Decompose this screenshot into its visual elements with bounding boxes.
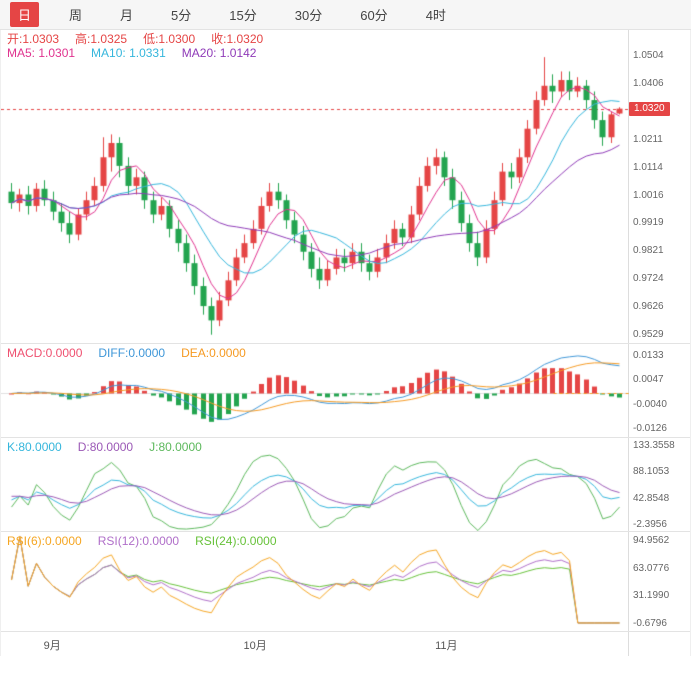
ohlc-legend-value: 收:1.0320: [211, 32, 264, 46]
y-axis-tick: 94.9562: [633, 535, 670, 546]
kdj-panel: K:80.0000 D:80.0000 J:80.0000 133.3558 88.1…: [1, 438, 690, 532]
interval-tab-7[interactable]: 4时: [425, 8, 446, 23]
macd-legend: MACD:0.0000 DIFF:0.0000 DEA:0.0000: [7, 347, 246, 360]
interval-toolbar: 日 周 月 5分 15分 30分 60分 4时: [0, 0, 691, 30]
macd-chart-canvas[interactable]: [1, 344, 629, 437]
y-axis-tick: 0.9919: [633, 217, 664, 229]
price-y-axis: 1.0504 1.0406 1.0211 1.0114 1.0016 0.9919 0.98…: [629, 30, 690, 343]
ma-legend: MA5: 1.0301 MA10: 1.0331 MA20: 1.0142: [7, 47, 256, 60]
ma-legend-value: MA10: 1.0331: [91, 46, 166, 60]
interval-tab-2[interactable]: 月: [120, 8, 134, 23]
interval-tab-1[interactable]: 周: [69, 8, 83, 23]
y-axis-tick: 1.0504: [633, 50, 664, 61]
y-axis-tick: -0.0040: [633, 398, 667, 410]
y-axis-tick: -0.6796: [633, 618, 667, 629]
kdj-legend: K:80.0000 D:80.0000 J:80.0000: [7, 441, 202, 454]
interval-tab-3[interactable]: 5分: [171, 8, 192, 23]
interval-tab-0[interactable]: 日: [10, 2, 40, 27]
macd-plot: MACD:0.0000 DIFF:0.0000 DEA:0.0000: [1, 344, 629, 437]
rsi-plot: RSI(6):0.0000 RSI(12):0.0000 RSI(24):0.000…: [1, 532, 629, 631]
y-axis-tick: 88.1053: [633, 466, 670, 478]
price-panel: 开:1.0303 高:1.0325 低:1.0300 收:1.0320 MA5: 1.…: [1, 30, 690, 344]
x-axis-corner: [629, 632, 690, 656]
chart-container: 开:1.0303 高:1.0325 低:1.0300 收:1.0320 MA5: 1.…: [0, 30, 691, 656]
y-axis-tick: 0.9626: [633, 301, 664, 313]
rsi-legend: RSI(6):0.0000 RSI(12):0.0000 RSI(24):0.000…: [7, 535, 277, 548]
ohlc-legend: 开:1.0303 高:1.0325 低:1.0300 收:1.0320: [7, 33, 263, 46]
kdj-legend-value: J:80.0000: [149, 440, 202, 454]
x-axis-row: 9月 10月 11月: [1, 632, 690, 656]
y-axis-tick: 0.0133: [633, 350, 664, 361]
x-axis-month-label: 11月: [435, 640, 458, 652]
price-plot: 开:1.0303 高:1.0325 低:1.0300 收:1.0320 MA5: 1.…: [1, 30, 629, 343]
kdj-plot: K:80.0000 D:80.0000 J:80.0000: [1, 438, 629, 531]
y-axis-tick: 0.9821: [633, 245, 664, 257]
rsi-y-axis: 94.9562 63.0776 31.1990 -0.6796: [629, 532, 690, 631]
kdj-legend-value: D:80.0000: [77, 440, 134, 454]
y-axis-tick: 1.0211: [633, 133, 663, 145]
macd-legend-value: DIFF:0.0000: [98, 346, 166, 360]
macd-y-axis: 0.0133 0.0047 -0.0040 -0.0126: [629, 344, 690, 437]
y-axis-tick: 0.0047: [633, 374, 664, 386]
current-price-tag: 1.0320: [629, 101, 670, 116]
macd-legend-value: DEA:0.0000: [181, 346, 246, 360]
price-chart-canvas[interactable]: [1, 30, 629, 343]
y-axis-tick: 1.0406: [633, 78, 664, 90]
interval-tab-6[interactable]: 60分: [360, 8, 388, 23]
kdj-chart-canvas[interactable]: [1, 438, 629, 531]
rsi-chart-canvas[interactable]: [1, 532, 629, 631]
rsi-legend-value: RSI(12):0.0000: [97, 534, 180, 548]
ma-legend-value: MA20: 1.0142: [181, 46, 257, 60]
y-axis-tick: -2.3956: [633, 519, 667, 530]
kdj-legend-value: K:80.0000: [7, 440, 62, 454]
ohlc-legend-value: 开:1.0303: [7, 32, 60, 46]
y-axis-tick: 42.8548: [633, 492, 670, 504]
ohlc-legend-value: 高:1.0325: [75, 32, 128, 46]
ma-legend-value: MA5: 1.0301: [7, 46, 76, 60]
y-axis-tick: 31.1990: [633, 590, 670, 602]
y-axis-tick: -0.0126: [633, 423, 667, 434]
kdj-y-axis: 133.3558 88.1053 42.8548 -2.3956: [629, 438, 690, 531]
rsi-legend-value: RSI(6):0.0000: [7, 534, 82, 548]
x-axis-month-label: 10月: [243, 640, 267, 652]
y-axis-tick: 1.0016: [633, 189, 664, 201]
y-axis-tick: 0.9529: [633, 329, 664, 340]
macd-panel: MACD:0.0000 DIFF:0.0000 DEA:0.0000 0.0133 0…: [1, 344, 690, 438]
ohlc-legend-value: 低:1.0300: [143, 32, 196, 46]
interval-tab-5[interactable]: 30分: [294, 8, 323, 23]
y-axis-tick: 1.0114: [633, 161, 663, 173]
rsi-panel: RSI(6):0.0000 RSI(12):0.0000 RSI(24):0.000…: [1, 532, 690, 632]
y-axis-tick: 63.0776: [633, 562, 670, 574]
interval-tab-4[interactable]: 15分: [229, 8, 257, 23]
y-axis-tick: 133.3558: [633, 440, 675, 451]
macd-legend-value: MACD:0.0000: [7, 346, 83, 360]
x-axis: 9月 10月 11月: [1, 632, 629, 656]
rsi-legend-value: RSI(24):0.0000: [195, 534, 277, 548]
x-axis-month-label: 9月: [43, 640, 61, 652]
y-axis-tick: 0.9724: [633, 273, 664, 285]
